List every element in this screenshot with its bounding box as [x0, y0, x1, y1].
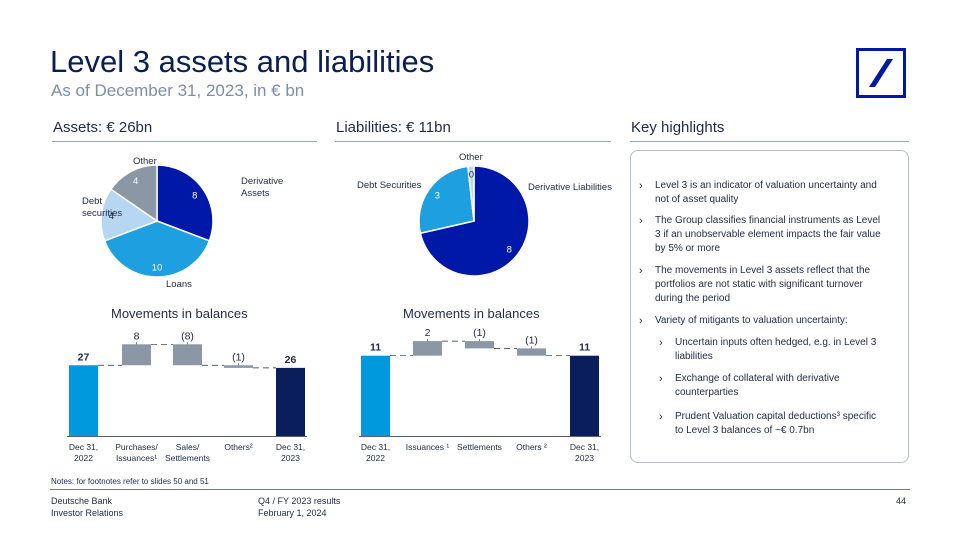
waterfall-bar — [276, 367, 305, 436]
waterfall-bar — [465, 341, 494, 349]
highlight-item: › The movements in Level 3 assets reflec… — [639, 265, 871, 304]
liabilities-derivative-label: Derivative Liabilities — [528, 182, 612, 193]
pie-slice — [156, 164, 214, 242]
waterfall-value-label: (1) — [473, 327, 486, 339]
waterfall-category-label: Settlements — [457, 442, 502, 452]
waterfall-category-label: Issuances¹ — [116, 453, 157, 463]
highlights-divider — [630, 141, 909, 142]
waterfall-category-label: Purchases/ — [115, 442, 158, 452]
waterfall-category-label: Dec 31, — [69, 442, 98, 452]
highlight-item: › Variety of mitigants to valuation unce… — [639, 315, 848, 327]
waterfall-value-label: (1) — [232, 351, 245, 363]
waterfall-category-label: 2023 — [281, 453, 300, 463]
chevron-right-icon: › — [659, 411, 663, 423]
chevron-right-icon: › — [639, 180, 643, 192]
deutsche-bank-logo — [856, 48, 906, 98]
waterfall-category-label: Settlements — [165, 453, 210, 463]
key-highlights-panel: › Level 3 is an indicator of valuation u… — [630, 150, 909, 463]
liabilities-debt-label: Debt Securities — [357, 180, 422, 191]
pie-slice-value: 3 — [435, 190, 440, 201]
pie-slice-value: 8 — [192, 190, 197, 201]
pie-slice-value: 4 — [133, 176, 138, 187]
waterfall-category-label: Dec 31, — [361, 442, 390, 452]
waterfall-bar — [122, 344, 151, 366]
liabilities-divider — [335, 141, 611, 142]
footnote-reference: Notes: for footnotes refer to slides 50 … — [51, 477, 209, 486]
pie-slice-value: 10 — [152, 262, 163, 273]
footer-date: February 1, 2024 — [258, 508, 327, 518]
waterfall-bar — [173, 344, 202, 366]
waterfall-category-label: 2023 — [575, 453, 594, 463]
waterfall-value-label: 8 — [134, 330, 140, 342]
assets-other-label: Other — [133, 156, 157, 167]
waterfall-value-label: 11 — [579, 342, 590, 354]
chevron-right-icon: › — [659, 373, 663, 385]
waterfall-bar — [69, 365, 98, 436]
pie-slice — [418, 165, 475, 235]
chevron-right-icon: › — [639, 215, 643, 227]
waterfall-value-label: 11 — [370, 342, 381, 354]
liabilities-movements-title: Movements in balances — [403, 306, 540, 321]
highlight-item: › Level 3 is an indicator of valuation u… — [639, 180, 877, 205]
waterfall-category-label: Issuances ¹ — [406, 442, 450, 452]
assets-pie-chart: 8 10 4 4 — [100, 164, 214, 278]
liabilities-heading: Liabilities: € 11bn — [336, 119, 451, 136]
waterfall-value-label: 27 — [78, 351, 90, 363]
assets-divider — [52, 141, 317, 142]
liabilities-other-label: Other — [459, 152, 483, 163]
pie-slice — [109, 164, 158, 223]
assets-loans-label: Loans — [166, 279, 192, 290]
waterfall-bar — [517, 348, 546, 356]
footer-report: Q4 / FY 2023 results — [258, 496, 341, 506]
pie-slice — [103, 220, 211, 278]
footer-divider — [50, 489, 910, 490]
waterfall-value-label: 26 — [285, 354, 297, 366]
assets-heading: Assets: € 26bn — [53, 119, 153, 136]
assets-movements-title: Movements in balances — [111, 306, 248, 321]
waterfall-bar — [570, 355, 599, 436]
pie-slice — [467, 165, 475, 222]
footer-company: Deutsche Bank — [51, 496, 113, 506]
pie-slice — [100, 188, 159, 242]
chevron-right-icon: › — [639, 315, 643, 327]
waterfall-bar — [413, 341, 442, 356]
waterfall-bar — [361, 355, 390, 436]
waterfall-category-label: 2022 — [74, 453, 93, 463]
chevron-right-icon: › — [659, 337, 663, 349]
pie-slice-value: 4 — [109, 211, 114, 222]
waterfall-category-label: 2022 — [366, 453, 385, 463]
chevron-right-icon: › — [639, 265, 643, 277]
highlight-subitem: › Exchange of collateral with derivative… — [659, 373, 840, 398]
waterfall-category-label: Dec 31, — [276, 442, 305, 452]
page-number: 44 — [896, 496, 907, 506]
waterfall-value-label: (1) — [525, 334, 538, 346]
waterfall-category-label: Dec 31, — [570, 442, 599, 452]
highlight-item: › The Group classifies financial instrum… — [639, 215, 881, 254]
waterfall-category-label: Others ² — [516, 442, 547, 452]
highlights-heading: Key highlights — [631, 119, 725, 136]
page-subtitle: As of December 31, 2023, in € bn — [51, 81, 305, 100]
footer-department: Investor Relations — [51, 508, 124, 518]
highlight-subitem: › Prudent Valuation capital deductions³ … — [659, 411, 877, 436]
waterfall-category-label: Others² — [224, 442, 253, 452]
page-title: Level 3 assets and liabilities — [50, 44, 435, 79]
liabilities-pie-chart: 8 3 0 — [418, 165, 530, 277]
waterfall-value-label: 2 — [425, 327, 431, 339]
highlight-subitem: › Uncertain inputs often hedged, e.g. in… — [659, 337, 877, 362]
pie-slice-value: 8 — [507, 245, 512, 256]
logo-slash-icon — [869, 59, 893, 87]
waterfall-bar — [224, 365, 253, 368]
pie-slice-value: 0 — [469, 169, 474, 180]
assets-debt-label: Debt securities — [82, 196, 123, 219]
waterfall-category-label: Sales/ — [176, 442, 200, 452]
assets-derivative-label: Derivative Assets — [241, 176, 284, 199]
waterfall-value-label: (8) — [181, 330, 194, 342]
